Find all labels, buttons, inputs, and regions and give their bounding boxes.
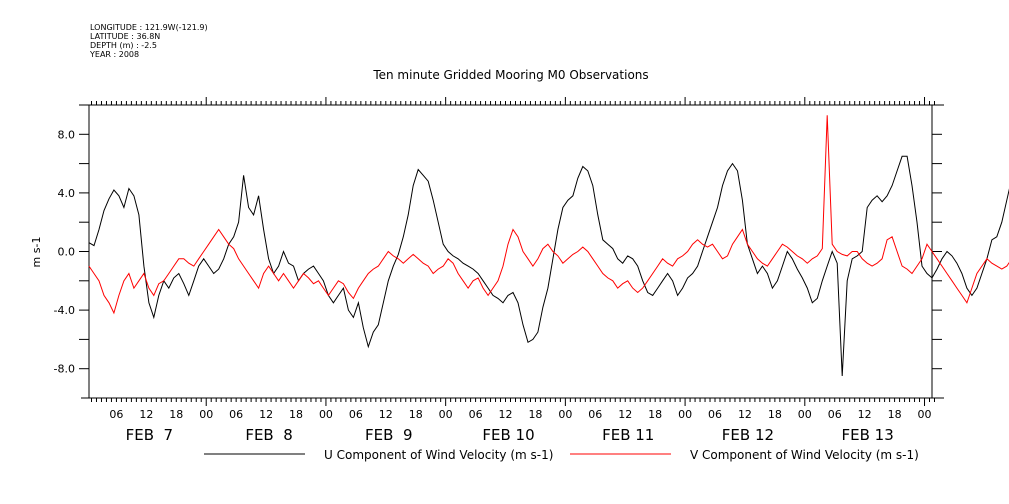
x-hour-label: 00 — [439, 408, 453, 421]
x-day-label: FEB 12 — [722, 426, 774, 444]
x-hour-label: 12 — [499, 408, 513, 421]
x-hour-label: 00 — [558, 408, 572, 421]
legend: U Component of Wind Velocity (m s-1) V C… — [204, 448, 919, 462]
x-hour-label: 12 — [379, 408, 393, 421]
x-hour-label: 12 — [618, 408, 632, 421]
x-hour-label: 06 — [469, 408, 483, 421]
x-hour-label: 18 — [888, 408, 902, 421]
y-tick-label: -4.0 — [54, 304, 75, 317]
x-day-label: FEB 11 — [602, 426, 654, 444]
x-hour-label: 12 — [139, 408, 153, 421]
x-hour-label: 00 — [199, 408, 213, 421]
header-depth: DEPTH (m) : -2.5 — [90, 41, 157, 50]
x-hour-label: 12 — [858, 408, 872, 421]
series-v-line — [88, 115, 1009, 315]
y-axis-label: m s-1 — [30, 237, 43, 268]
x-hour-label: 18 — [768, 408, 782, 421]
x-hour-label: 00 — [918, 408, 932, 421]
x-hour-label: 06 — [828, 408, 842, 421]
x-hour-label: 06 — [588, 408, 602, 421]
axes: 8.0 4.0 0.0 -4.0 -8.0 06 12 18 00 06 12 18 00 06 12 18 0… — [54, 97, 944, 444]
x-hour-label: 00 — [798, 408, 812, 421]
x-day-label: FEB 7 — [126, 426, 173, 444]
y-tick-label: 8.0 — [58, 128, 76, 141]
x-day-label: FEB 10 — [482, 426, 534, 444]
metadata-header: LONGITUDE : 121.9W(-121.9) LATITUDE : 36… — [89, 23, 208, 59]
x-hour-label: 06 — [708, 408, 722, 421]
x-hour-label: 00 — [678, 408, 692, 421]
y-tick-label: 4.0 — [58, 187, 76, 200]
header-year: YEAR : 2008 — [89, 50, 139, 59]
header-longitude: LONGITUDE : 121.9W(-121.9) — [90, 23, 208, 32]
x-hour-label: 12 — [259, 408, 273, 421]
legend-v-label: V Component of Wind Velocity (m s-1) — [690, 448, 919, 462]
y-tick-label: -8.0 — [54, 363, 75, 376]
x-hour-label: 06 — [229, 408, 243, 421]
x-hour-label: 12 — [738, 408, 752, 421]
series-layer — [88, 115, 1009, 377]
x-hour-label: 18 — [409, 408, 423, 421]
x-hour-label: 18 — [528, 408, 542, 421]
x-hour-label: 06 — [109, 408, 123, 421]
x-hour-label: 00 — [319, 408, 333, 421]
x-hour-label: 18 — [648, 408, 662, 421]
series-u-line — [88, 155, 1009, 377]
legend-u-label: U Component of Wind Velocity (m s-1) — [324, 448, 553, 462]
y-tick-label: 0.0 — [58, 246, 76, 259]
x-day-label: FEB 13 — [842, 426, 894, 444]
x-day-label: FEB 9 — [365, 426, 412, 444]
x-hour-label: 18 — [289, 408, 303, 421]
x-hour-label: 18 — [169, 408, 183, 421]
header-latitude: LATITUDE : 36.8N — [90, 32, 160, 41]
x-hour-label: 06 — [349, 408, 363, 421]
x-day-label: FEB 8 — [245, 426, 292, 444]
chart-title: Ten minute Gridded Mooring M0 Observatio… — [372, 68, 648, 82]
